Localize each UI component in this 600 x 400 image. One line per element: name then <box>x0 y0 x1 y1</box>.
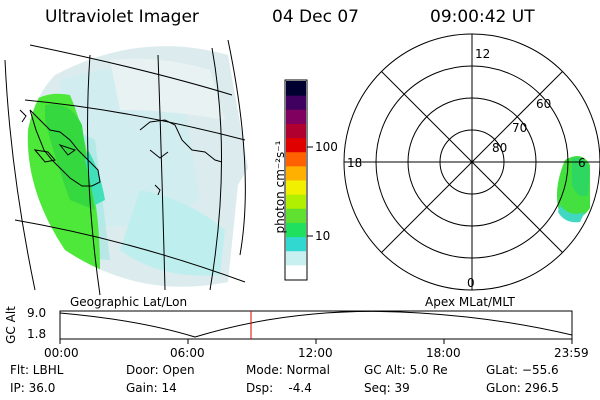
colorbar-swatch <box>286 208 306 223</box>
altitude-xtick-0600: 06:00 <box>170 346 205 360</box>
info-dsp: Dsp: -4.4 <box>246 381 312 395</box>
altitude-curve <box>59 310 573 338</box>
info-door: Door: Open <box>126 363 195 377</box>
polar-label-lat-80: 80 <box>492 141 508 155</box>
colorbar-swatch <box>286 236 306 252</box>
info-filter: Flt: LBHL <box>10 363 64 377</box>
polar-panel-label: Apex MLat/MLT <box>425 295 515 309</box>
colorbar-swatch <box>286 222 306 238</box>
info-ip: IP: 36.0 <box>10 381 56 395</box>
colorbar-frame <box>284 79 308 281</box>
colorbar-tick-100: 100 <box>315 140 338 154</box>
polar-label-lat-60: 60 <box>536 97 552 111</box>
info-seq: Seq: 39 <box>364 381 410 395</box>
info-glon: GLon: 296.5 <box>486 381 559 395</box>
altitude-ytick-bottom: 1.8 <box>27 327 47 341</box>
polar-plot <box>343 33 600 291</box>
colorbar-swatch <box>286 250 306 266</box>
info-mode: Mode: Normal <box>246 363 330 377</box>
info-gc-alt: GC Alt: 5.0 Re <box>364 363 448 377</box>
polar-label-mlt-0: 0 <box>467 276 475 290</box>
altitude-xtick-1200: 12:00 <box>298 346 333 360</box>
colorbar-unit-label: photon cm⁻²s⁻¹ <box>273 140 287 234</box>
colorbar-swatch <box>286 81 306 96</box>
altitude-xtick-2359: 23:59 <box>554 346 589 360</box>
altitude-frame <box>59 310 573 340</box>
colorbar-swatch <box>286 123 306 139</box>
altitude-xtick-0000: 00:00 <box>44 346 79 360</box>
instrument-title: Ultraviolet Imager <box>45 7 199 27</box>
polar-label-mlt-12: 12 <box>475 47 491 61</box>
polar-label-lat-70: 70 <box>512 121 528 135</box>
info-gain: Gain: 14 <box>126 381 177 395</box>
colorbar <box>284 79 313 281</box>
colorbar-tick-10: 10 <box>315 229 331 243</box>
colorbar-swatch <box>286 180 306 195</box>
polar-label-mlt-6: 6 <box>578 156 586 170</box>
colorbar-swatch <box>286 151 306 167</box>
colorbar-swatch <box>286 109 306 124</box>
polar-label-mlt-18: 18 <box>347 156 363 170</box>
geographic-panel-label: Geographic Lat/Lon <box>70 295 188 309</box>
time-label: 09:00:42 UT <box>430 7 535 27</box>
colorbar-swatch <box>286 165 306 181</box>
info-glat: GLat: −55.6 <box>486 363 559 377</box>
altitude-ytick-top: 9.0 <box>27 306 47 320</box>
geographic-map <box>4 39 248 296</box>
date-label: 04 Dec 07 <box>272 7 359 27</box>
altitude-ylabel: GC Alt <box>4 306 18 344</box>
altitude-plot <box>59 310 573 344</box>
altitude-xtick-1800: 18:00 <box>426 346 461 360</box>
colorbar-swatch <box>286 264 306 280</box>
colorbar-swatch <box>286 95 306 110</box>
colorbar-swatch <box>286 137 306 153</box>
colorbar-swatch <box>286 194 306 209</box>
